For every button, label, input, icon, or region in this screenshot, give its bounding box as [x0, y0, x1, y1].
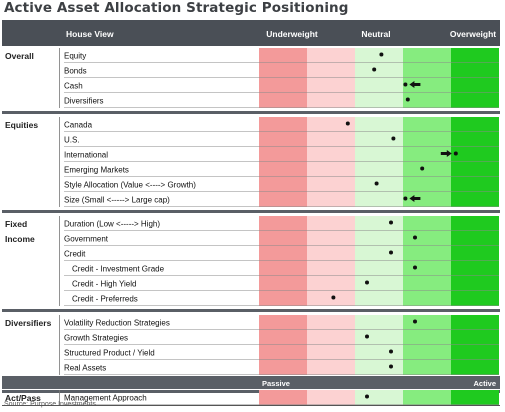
- position-dot: [403, 82, 408, 87]
- row-label: Canada: [64, 121, 93, 130]
- scale-column: [355, 48, 403, 108]
- group-separator: [2, 390, 500, 393]
- row-label: Credit - Preferreds: [72, 295, 138, 304]
- position-dot: [345, 121, 350, 126]
- scale-column: [307, 117, 355, 207]
- active-label: Active: [473, 379, 496, 388]
- position-dot: [331, 295, 336, 300]
- position-dot: [413, 319, 417, 324]
- scale-column: [355, 117, 403, 207]
- group-label: Diversifiers: [5, 318, 52, 328]
- position-dot: [389, 349, 393, 354]
- scale-column: [451, 390, 499, 405]
- scale-column: [403, 48, 451, 108]
- scale-column: [307, 216, 355, 306]
- position-dot: [389, 364, 393, 369]
- scale-column: [307, 315, 355, 375]
- scale-column: [451, 315, 499, 375]
- row-label: Management Approach: [64, 394, 147, 403]
- header-bar: [2, 20, 500, 46]
- row-label: Volatility Reduction Strategies: [64, 319, 170, 328]
- scale-column: [355, 216, 403, 306]
- scale-column: [259, 315, 307, 375]
- scale-column: [355, 315, 403, 375]
- row-label: International: [64, 151, 108, 160]
- scale-column: [355, 390, 403, 405]
- position-dot: [365, 334, 369, 339]
- scale-column: [403, 315, 451, 375]
- position-dot: [365, 280, 369, 285]
- row-label: Government: [64, 235, 109, 244]
- scale-column: [403, 117, 451, 207]
- group-separator: [2, 210, 500, 213]
- scale-column: [259, 117, 307, 207]
- arrow-left-icon: [409, 81, 421, 88]
- row-label: Credit - Investment Grade: [72, 265, 165, 274]
- position-dot: [413, 265, 417, 270]
- arrow-left-icon: [409, 195, 421, 202]
- header-underweight: Underweight: [266, 29, 318, 39]
- position-dot: [389, 220, 393, 225]
- page-title: Active Asset Allocation Strategic Positi…: [4, 0, 349, 16]
- position-dot: [405, 97, 410, 102]
- scale-column: [259, 216, 307, 306]
- row-label: U.S.: [64, 136, 80, 145]
- position-dot: [391, 136, 396, 141]
- row-label: Style Allocation (Value <----> Growth): [64, 181, 196, 190]
- scale-column: [307, 48, 355, 108]
- row-label: Credit: [64, 250, 86, 259]
- passive-active-band: [2, 376, 500, 389]
- header-neutral: Neutral: [361, 29, 390, 39]
- position-dot: [389, 250, 393, 255]
- header-house-view: House View: [66, 29, 114, 39]
- scale-column: [259, 390, 307, 405]
- group-label: Overall: [5, 51, 34, 61]
- group-label: Income: [5, 234, 35, 244]
- position-dot: [413, 235, 417, 240]
- row-label: Structured Product / Yield: [64, 349, 155, 358]
- row-label: Real Assets: [64, 364, 106, 373]
- row-label: Emerging Markets: [64, 166, 129, 175]
- scale-column: [451, 117, 499, 207]
- scale-column: [259, 48, 307, 108]
- row-label: Cash: [64, 82, 83, 91]
- row-label: Size (Small <-----> Large cap): [64, 196, 170, 205]
- group-label: Equities: [5, 120, 38, 130]
- row-label: Diversifiers: [64, 97, 104, 106]
- group-separator: [2, 111, 500, 114]
- group-label: Fixed: [5, 219, 27, 229]
- row-label: Growth Strategies: [64, 334, 128, 343]
- position-dot: [379, 52, 384, 57]
- source-note: Source: Purpose Investments: [4, 401, 96, 408]
- group-label: Act/Pass: [5, 393, 41, 403]
- scale-column: [451, 216, 499, 306]
- position-dot: [420, 166, 425, 171]
- position-dot: [403, 196, 408, 201]
- position-dot: [374, 181, 379, 186]
- scale-column: [403, 216, 451, 306]
- scale-column: [451, 48, 499, 108]
- row-label: Duration (Low <-----> High): [64, 220, 160, 229]
- header-overweight: Overweight: [450, 29, 496, 39]
- row-label: Equity: [64, 52, 86, 61]
- group-separator: [2, 309, 500, 312]
- row-label: Credit - High Yield: [72, 280, 136, 289]
- position-dot: [365, 394, 369, 399]
- row-label: Bonds: [64, 67, 87, 76]
- arrow-right-icon: [440, 150, 452, 157]
- scale-column: [307, 390, 355, 405]
- scale-column: [403, 390, 451, 405]
- passive-label: Passive: [262, 379, 290, 388]
- position-dot: [453, 151, 458, 156]
- position-dot: [372, 67, 377, 72]
